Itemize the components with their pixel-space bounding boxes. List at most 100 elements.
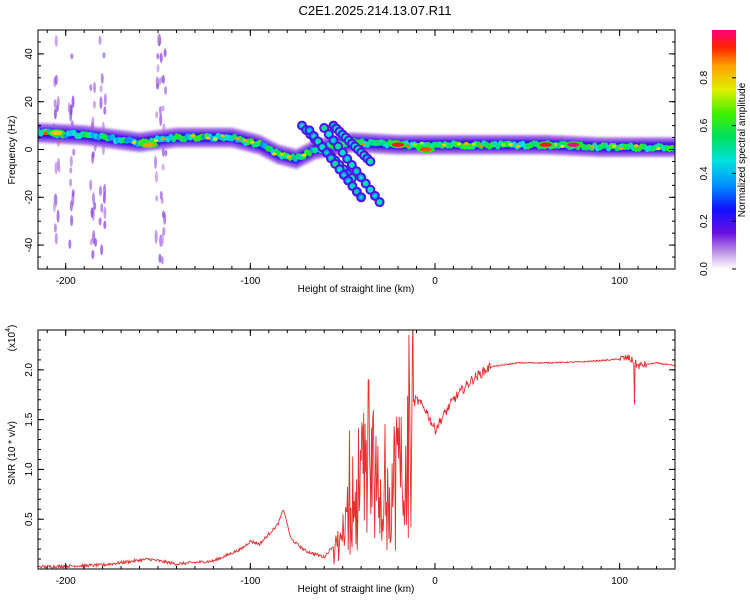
ridge-bright [131, 140, 137, 144]
heatmap-streak [54, 34, 58, 47]
heatmap-streak [54, 74, 58, 86]
spectrogram-heatmap [38, 33, 675, 265]
heatmap-streak [161, 105, 165, 112]
heatmap-streak [159, 52, 163, 63]
heatmap-streak [72, 148, 76, 157]
heatmap-streak [159, 190, 163, 200]
branch-core [316, 140, 320, 143]
heatmap-streak [155, 76, 159, 88]
colorbar [712, 30, 736, 269]
heatmap-streak [89, 179, 93, 191]
x-tick-label: 100 [611, 576, 628, 587]
spectral-branch [328, 120, 376, 167]
heatmap-streak [155, 195, 159, 202]
snr-series-line [38, 330, 675, 569]
branch-core [359, 175, 363, 179]
y-multiplier-close: ) [7, 325, 18, 328]
heatmap-streak [154, 229, 158, 244]
ridge-bright [515, 144, 521, 148]
ridge-bright [249, 140, 255, 144]
snr-line-plot [38, 330, 675, 569]
colorbar-tick-label: 0.8 [699, 70, 710, 84]
heatmap-streak [100, 203, 104, 213]
ridge-bright [501, 143, 506, 147]
y-multiplier: (x104) [5, 325, 18, 352]
branch-core [312, 134, 316, 138]
y-tick-label: 20 [24, 96, 35, 108]
ridge-bright [478, 144, 484, 148]
heatmap-streak [161, 163, 165, 171]
branch-core [333, 162, 337, 166]
y-tick-label: 1.5 [24, 412, 35, 426]
colorbar-label: Normalized spectral amplitude [737, 82, 748, 217]
ridge-bright [153, 138, 159, 143]
heatmap-streak [156, 64, 160, 73]
heatmap-streak [54, 232, 58, 245]
ridge-bright [442, 143, 447, 147]
top-axes: -200 -100 0 100 40 20 0 -20 -40 [24, 29, 676, 287]
heatmap-streak [100, 244, 104, 256]
branch-core [364, 182, 368, 185]
heatmap-streak [161, 74, 165, 84]
heatmap-streak [90, 207, 94, 218]
bottom-xlabel: Height of straight line (km) [298, 584, 415, 595]
hotspot [567, 142, 580, 147]
figure-title: C2E1.2025.214.13.07.R11 [299, 3, 452, 18]
heatmap-streak [53, 99, 57, 109]
hotspot [142, 142, 155, 147]
heatmap-streak [164, 86, 168, 96]
bottom-plot-frame [37, 329, 676, 570]
ridge-bright [464, 141, 469, 146]
colorbar-tick-label: 0.2 [699, 214, 710, 228]
branch-core [336, 145, 340, 148]
heatmap-streak [52, 200, 56, 213]
heatmap-streak [103, 220, 107, 230]
branch-core [355, 169, 358, 173]
x-tick-label: -100 [240, 576, 260, 587]
branch-core [368, 160, 372, 163]
branch-core [359, 195, 363, 199]
y-tick-label: 40 [24, 48, 35, 60]
top-ylabel: Frequency (Hz) [7, 116, 18, 185]
x-tick-label: 100 [611, 276, 628, 287]
ridge-bright [235, 136, 240, 141]
branch-core [322, 126, 326, 130]
branch-core [320, 145, 324, 149]
ridge-bright [205, 136, 211, 140]
heatmap-streak [163, 48, 167, 58]
ridge-bright [471, 142, 476, 146]
heatmap-streak [159, 113, 163, 126]
spectral-branch [319, 122, 385, 208]
heatmap-streak [164, 149, 168, 157]
ridge-bright [456, 142, 462, 146]
ridge-bright [634, 144, 639, 148]
ridge-bright [286, 155, 292, 159]
ridge-bright [560, 144, 565, 149]
branch-core [341, 151, 345, 155]
colorbar-ticks: 0.0 0.2 0.4 0.6 0.8 [699, 70, 736, 276]
heatmap-streak [154, 155, 158, 169]
heatmap-streak [53, 108, 57, 120]
heatmap-streak [103, 106, 107, 115]
branch-core [338, 168, 341, 171]
y-tick-label: -20 [24, 190, 35, 205]
y-multiplier-exp: 4 [5, 328, 12, 332]
heatmap-streak [53, 193, 57, 204]
ridge-bright [220, 134, 225, 138]
spectral-branch [304, 125, 367, 203]
x-tick-label: -200 [56, 576, 76, 587]
hotspot [419, 147, 432, 152]
ridge-bright [272, 152, 277, 156]
ridge-bright [161, 137, 166, 141]
heatmap-streak [98, 35, 102, 46]
heatmap-streak [99, 96, 103, 110]
heatmap-streak [161, 147, 165, 157]
heatmap-streak [94, 237, 98, 247]
heatmap-streak [91, 249, 95, 260]
branch-core [329, 156, 333, 160]
heatmap-streak [54, 161, 58, 175]
x-tick-label: -200 [56, 276, 76, 287]
ridge-bright [412, 143, 417, 147]
branch-core [308, 128, 311, 132]
